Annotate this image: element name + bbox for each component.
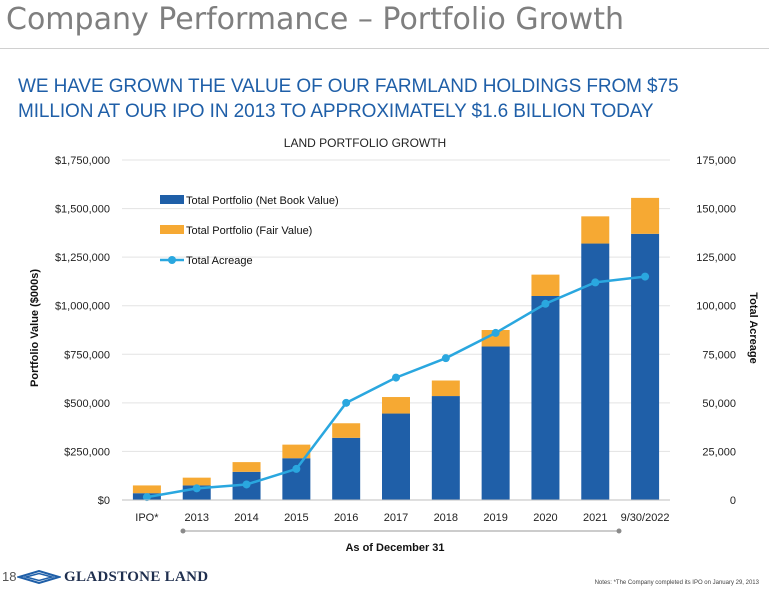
x-tick-label: 2013 bbox=[184, 512, 208, 524]
x-tick-label: 2019 bbox=[483, 512, 507, 524]
y-tick-label: $0 bbox=[98, 495, 110, 507]
footnote: Notes: *The Company completed its IPO on… bbox=[594, 580, 759, 586]
bracket-start-dot bbox=[180, 528, 186, 534]
x-axis-bracket bbox=[180, 528, 622, 534]
x-tick-label: 2017 bbox=[384, 512, 408, 524]
acreage-point bbox=[192, 484, 201, 493]
acreage-point bbox=[142, 493, 151, 502]
bar-net-book-value bbox=[282, 458, 311, 500]
bar-fair-value bbox=[182, 477, 211, 486]
bar-fair-value bbox=[531, 274, 560, 296]
x-tick-label: IPO* bbox=[135, 512, 159, 524]
gladstone-logo-icon bbox=[17, 570, 61, 584]
acreage-point bbox=[541, 299, 550, 308]
y-tick-label: $750,000 bbox=[64, 349, 110, 361]
bar-net-book-value bbox=[531, 296, 560, 500]
legend-swatch-fair-value bbox=[160, 225, 184, 234]
x-tick-label: 2016 bbox=[334, 512, 358, 524]
legend-marker-acreage bbox=[168, 256, 176, 264]
title-divider bbox=[0, 48, 769, 49]
legend-swatch-net-book-value bbox=[160, 195, 184, 204]
acreage-point bbox=[491, 328, 500, 337]
x-tick-label: 2015 bbox=[284, 512, 308, 524]
x-tick-label: 2014 bbox=[234, 512, 258, 524]
x-tick-label: 2020 bbox=[533, 512, 557, 524]
gridlines bbox=[122, 159, 670, 452]
y-axis-ticks: $0 $250,000 $500,000 $750,000 $1,000,000 $1,2… bbox=[55, 155, 110, 507]
y-tick-label: $1,000,000 bbox=[55, 301, 110, 313]
acreage-point bbox=[242, 480, 251, 489]
y2-tick-label: 75,000 bbox=[702, 349, 736, 361]
y2-axis-ticks: 0 25,000 50,000 75,000 100,000 125,000 150,000… bbox=[696, 155, 736, 507]
y2-tick-label: 50,000 bbox=[702, 398, 736, 410]
legend-label-net-book-value: Total Portfolio (Net Book Value) bbox=[186, 195, 339, 207]
bar-fair-value bbox=[581, 216, 610, 244]
acreage-point bbox=[591, 278, 600, 287]
x-axis-ticks: IPO* 2013 2014 2015 2016 2017 2018 2019 2020 2021… bbox=[135, 512, 669, 524]
y2-axis-label: Total Acreage bbox=[747, 292, 759, 364]
y-tick-label: $250,000 bbox=[64, 446, 110, 458]
chart-legend: Total Portfolio (Net Book Value) Total Po… bbox=[160, 195, 339, 267]
bar-fair-value bbox=[431, 380, 460, 397]
headline: WE HAVE GROWN THE VALUE OF OUR FARMLAND … bbox=[18, 76, 679, 122]
y2-tick-label: 150,000 bbox=[696, 204, 736, 216]
y-tick-label: $1,500,000 bbox=[55, 204, 110, 216]
acreage-point bbox=[342, 398, 351, 407]
bar-net-book-value bbox=[332, 437, 361, 500]
x-tick-label: 9/30/2022 bbox=[621, 512, 670, 524]
acreage-point bbox=[641, 272, 650, 281]
x-axis-label: As of December 31 bbox=[345, 542, 444, 554]
bar-net-book-value bbox=[481, 346, 510, 500]
y2-tick-label: 125,000 bbox=[696, 252, 736, 264]
y-tick-label: $1,250,000 bbox=[55, 252, 110, 264]
y2-tick-label: 25,000 bbox=[702, 446, 736, 458]
bar-fair-value bbox=[382, 397, 410, 414]
bar-fair-value bbox=[132, 485, 161, 494]
chart-title: LAND PORTFOLIO GROWTH bbox=[284, 136, 446, 150]
y2-tick-label: 175,000 bbox=[696, 155, 736, 167]
bar-net-book-value bbox=[431, 396, 460, 500]
acreage-point bbox=[441, 354, 450, 363]
legend-label-acreage: Total Acreage bbox=[186, 255, 253, 267]
y-axis-label: Portfolio Value ($000s) bbox=[29, 269, 41, 387]
y2-tick-label: 100,000 bbox=[696, 301, 736, 313]
bar-fair-value bbox=[631, 197, 660, 234]
brand-name: GLADSTONE LAND bbox=[64, 569, 209, 585]
bar-fair-value bbox=[332, 423, 361, 438]
bar-fair-value bbox=[282, 444, 311, 459]
bar-net-book-value bbox=[382, 413, 410, 500]
page-number: 18 bbox=[2, 569, 17, 584]
acreage-point bbox=[392, 373, 400, 382]
y-tick-label: $500,000 bbox=[64, 398, 110, 410]
bar-fair-value bbox=[481, 330, 510, 347]
bar-fair-value bbox=[232, 462, 261, 472]
slide-title: Company Performance – Portfolio Growth bbox=[6, 2, 624, 37]
acreage-line-layer bbox=[142, 272, 650, 502]
acreage-point bbox=[292, 464, 301, 473]
bracket-end-dot bbox=[616, 528, 622, 534]
legend-label-fair-value: Total Portfolio (Fair Value) bbox=[186, 225, 312, 237]
x-tick-label: 2018 bbox=[434, 512, 458, 524]
bars bbox=[132, 197, 660, 501]
y-tick-label: $1,750,000 bbox=[55, 155, 110, 167]
y2-tick-label: 0 bbox=[730, 495, 736, 507]
x-tick-label: 2021 bbox=[583, 512, 607, 524]
